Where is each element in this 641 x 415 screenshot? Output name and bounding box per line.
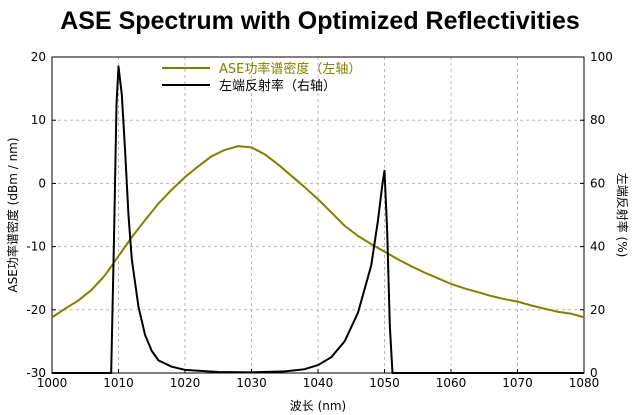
ase-spectrum-line bbox=[51, 145, 585, 319]
y-left-tick-label: -30 bbox=[26, 366, 46, 380]
legend: ASE功率谱密度（左轴） 左端反射率（右轴） bbox=[162, 61, 361, 94]
x-tick-label: 1040 bbox=[303, 376, 334, 390]
x-tick-label: 1050 bbox=[369, 376, 400, 390]
x-axis-label: 波长 (nm) bbox=[290, 399, 346, 413]
y-left-axis-label: ASE功率谱密度 (dBm / nm) bbox=[5, 137, 20, 292]
y-left-tick-label: 0 bbox=[38, 176, 46, 190]
y-left-tick-label: -20 bbox=[26, 303, 46, 317]
y-right-tick-label: 0 bbox=[590, 366, 598, 380]
axis-ticks: 1000 1010 1020 1030 1040 1050 1060 1070 1080-30-… bbox=[26, 50, 613, 390]
y-right-tick-label: 20 bbox=[590, 303, 605, 317]
y-left-tick-label: 10 bbox=[31, 113, 46, 127]
x-tick-label: 1020 bbox=[170, 376, 201, 390]
legend-label-ase: ASE功率谱密度（左轴） bbox=[219, 61, 361, 77]
y-right-axis-label: 左端反射率 (%) bbox=[615, 173, 630, 258]
x-tick-label: 1060 bbox=[436, 376, 467, 390]
legend-label-reflectivity: 左端反射率（右轴） bbox=[219, 78, 336, 94]
y-left-tick-label: -10 bbox=[26, 240, 46, 254]
x-tick-label: 1000 bbox=[37, 376, 68, 390]
x-tick-label: 1010 bbox=[103, 376, 134, 390]
grid-lines bbox=[52, 57, 584, 373]
x-tick-label: 1070 bbox=[502, 376, 533, 390]
y-right-tick-label: 60 bbox=[590, 176, 605, 190]
chart-title: ASE Spectrum with Optimized Reflectiviti… bbox=[60, 7, 580, 35]
left-reflectivity-line bbox=[52, 65, 584, 374]
x-tick-label: 1080 bbox=[569, 376, 600, 390]
x-tick-label: 1030 bbox=[236, 376, 267, 390]
y-right-tick-label: 100 bbox=[590, 50, 613, 64]
y-right-tick-label: 80 bbox=[590, 113, 605, 127]
y-left-tick-label: 20 bbox=[31, 50, 46, 64]
y-right-tick-label: 40 bbox=[590, 240, 605, 254]
